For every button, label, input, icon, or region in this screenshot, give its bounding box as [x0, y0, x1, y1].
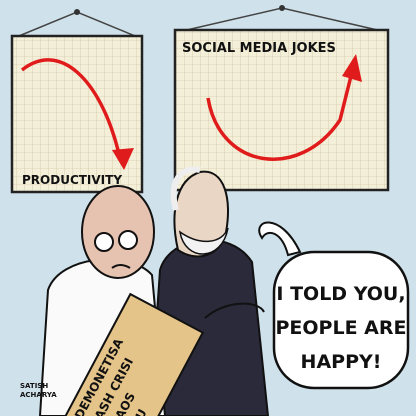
speech-text: I TOLD YOU,	[276, 283, 405, 305]
speech-text: HAPPY!	[301, 351, 382, 373]
signature: SATISH	[20, 382, 48, 390]
up-curve	[206, 71, 354, 161]
man-right	[148, 166, 270, 416]
board-label: PRODUCTIVITY	[22, 173, 122, 187]
board-left	[10, 9, 144, 194]
speech-text: PEOPLE ARE	[276, 317, 407, 339]
speech-bubble	[258, 221, 410, 390]
board-right	[173, 5, 390, 192]
down-curve	[20, 58, 124, 163]
signature: ACHARYA	[20, 391, 57, 399]
placard-text: QUEU	[120, 407, 150, 416]
board-label: SOCIAL MEDIA JOKES	[182, 41, 336, 56]
